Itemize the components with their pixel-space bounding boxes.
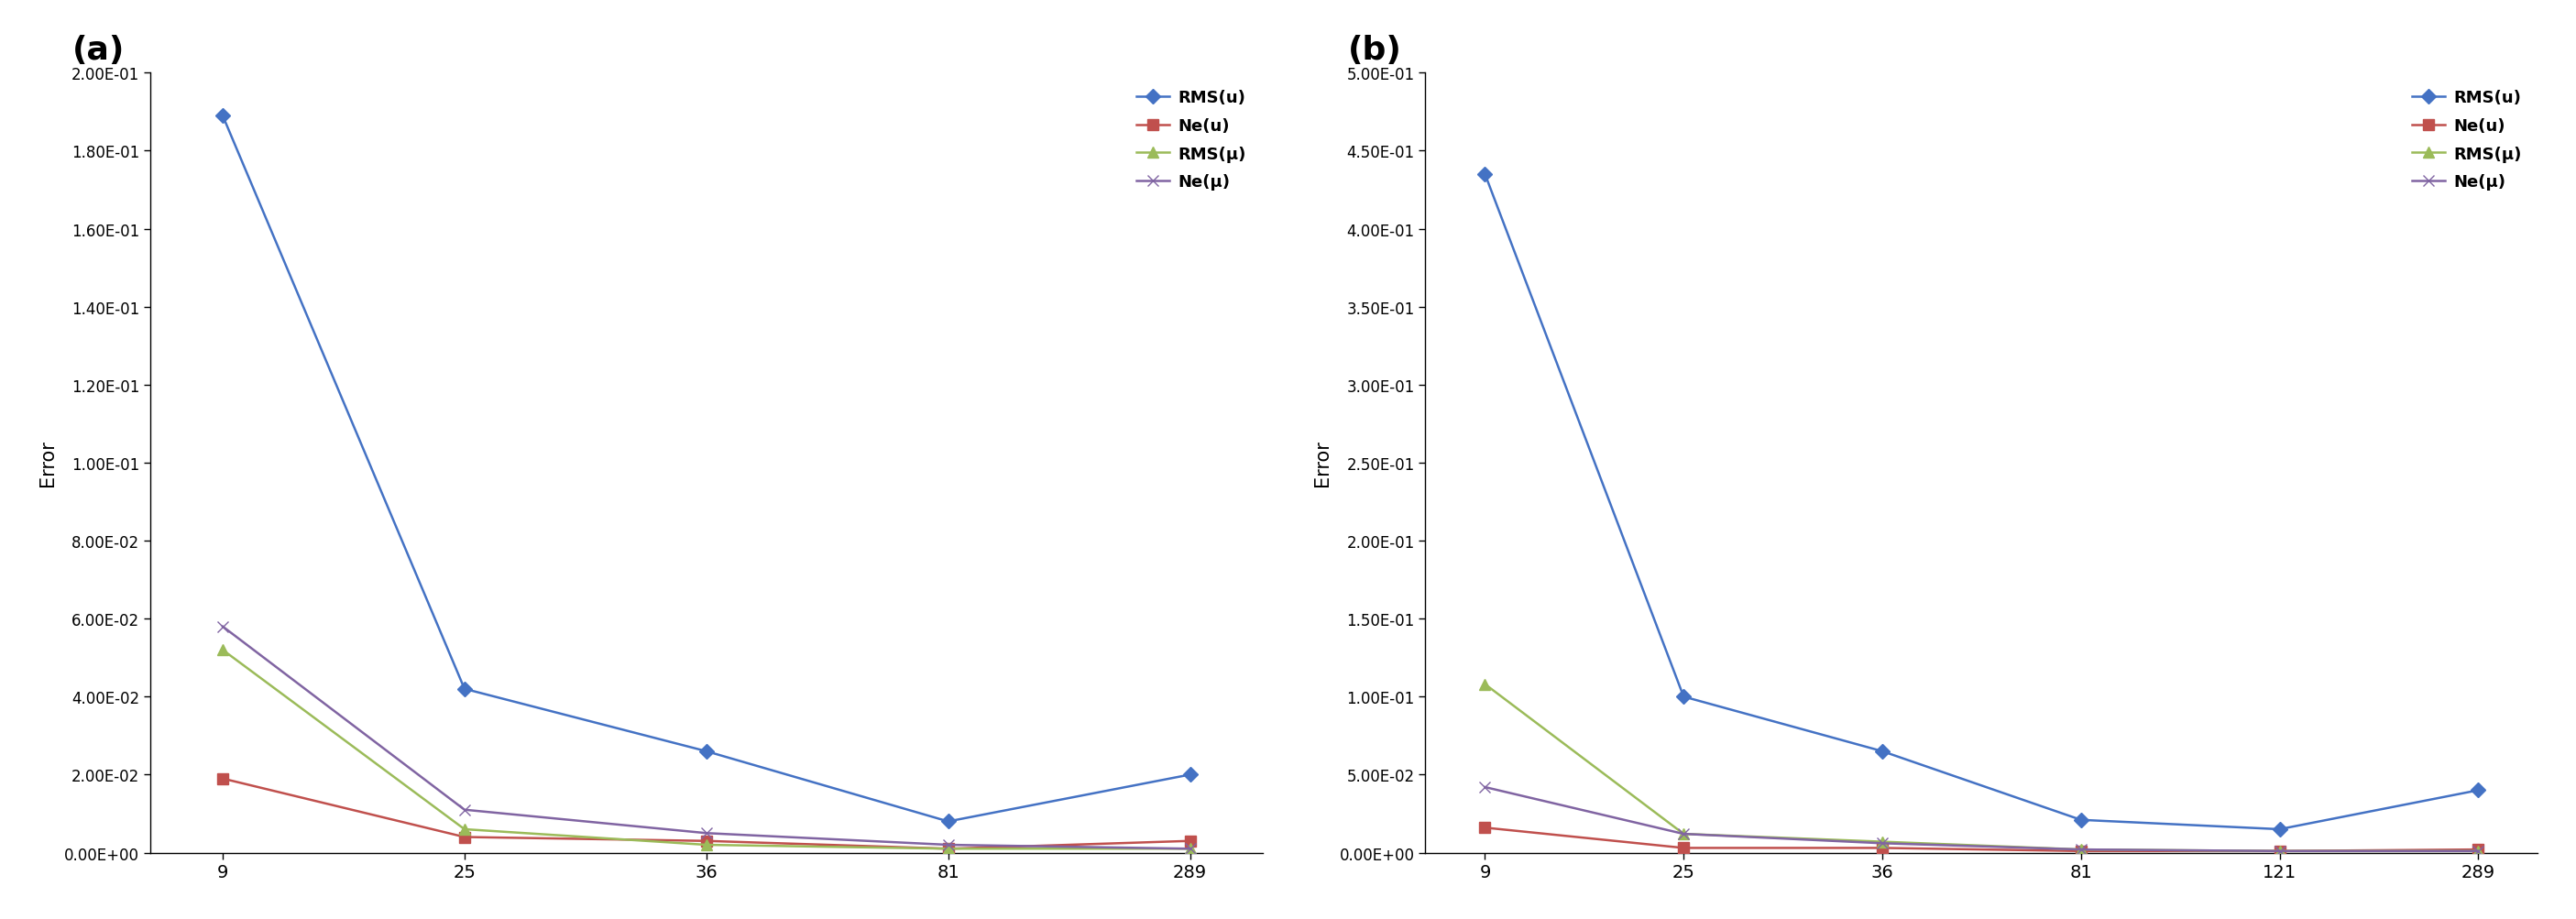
Ne(μ) <box>690 828 721 839</box>
RMS(μ) <box>1175 844 1206 855</box>
Ne(u) <box>933 844 963 855</box>
Ne(μ) <box>206 621 237 632</box>
RMS(u) <box>1175 769 1206 780</box>
RMS(u) <box>1868 746 1899 757</box>
Line: RMS(μ): RMS(μ) <box>1479 679 2483 857</box>
RMS(μ) <box>1468 679 1499 690</box>
Line: RMS(u): RMS(u) <box>216 111 1195 826</box>
Ne(u) <box>2463 844 2494 855</box>
RMS(u) <box>1468 169 1499 180</box>
RMS(μ) <box>1868 836 1899 847</box>
RMS(u) <box>2264 823 2295 834</box>
RMS(u) <box>690 746 721 757</box>
RMS(u) <box>448 684 479 695</box>
RMS(μ) <box>690 839 721 850</box>
Ne(u) <box>1175 835 1206 846</box>
Line: Ne(μ): Ne(μ) <box>1479 782 2483 857</box>
Ne(μ) <box>1175 844 1206 855</box>
RMS(μ) <box>448 823 479 834</box>
RMS(u) <box>933 816 963 827</box>
Ne(u) <box>1669 843 1700 854</box>
RMS(u) <box>1669 691 1700 702</box>
Ne(μ) <box>1868 838 1899 849</box>
RMS(u) <box>2463 785 2494 796</box>
Ne(μ) <box>448 804 479 815</box>
Legend: RMS(u), Ne(u), RMS(μ), Ne(μ): RMS(u), Ne(u), RMS(μ), Ne(μ) <box>1128 82 1255 199</box>
Ne(u) <box>2066 845 2097 857</box>
Ne(μ) <box>1468 782 1499 793</box>
RMS(μ) <box>206 644 237 655</box>
Text: (b): (b) <box>1347 35 1401 65</box>
Ne(u) <box>1468 823 1499 834</box>
Ne(u) <box>1868 843 1899 854</box>
RMS(μ) <box>2066 844 2097 855</box>
RMS(u) <box>2066 814 2097 825</box>
Ne(μ) <box>2066 844 2097 855</box>
Line: Ne(μ): Ne(μ) <box>216 621 1195 854</box>
RMS(u) <box>206 111 237 122</box>
Ne(μ) <box>2463 845 2494 857</box>
Line: Ne(u): Ne(u) <box>1479 823 2483 857</box>
Y-axis label: Error: Error <box>39 440 57 486</box>
Ne(μ) <box>2264 845 2295 857</box>
Legend: RMS(u), Ne(u), RMS(μ), Ne(μ): RMS(u), Ne(u), RMS(μ), Ne(μ) <box>2403 82 2530 199</box>
Ne(u) <box>690 835 721 846</box>
Text: (a): (a) <box>72 35 124 65</box>
Ne(u) <box>206 773 237 784</box>
Line: RMS(μ): RMS(μ) <box>216 645 1195 854</box>
Y-axis label: Error: Error <box>1314 440 1332 486</box>
RMS(μ) <box>2264 845 2295 857</box>
Ne(u) <box>448 832 479 843</box>
Line: Ne(u): Ne(u) <box>216 774 1195 854</box>
RMS(μ) <box>2463 845 2494 857</box>
Ne(μ) <box>933 839 963 850</box>
Ne(μ) <box>1669 828 1700 839</box>
Line: RMS(u): RMS(u) <box>1479 170 2483 834</box>
Ne(u) <box>2264 845 2295 857</box>
RMS(μ) <box>1669 828 1700 839</box>
RMS(μ) <box>933 844 963 855</box>
